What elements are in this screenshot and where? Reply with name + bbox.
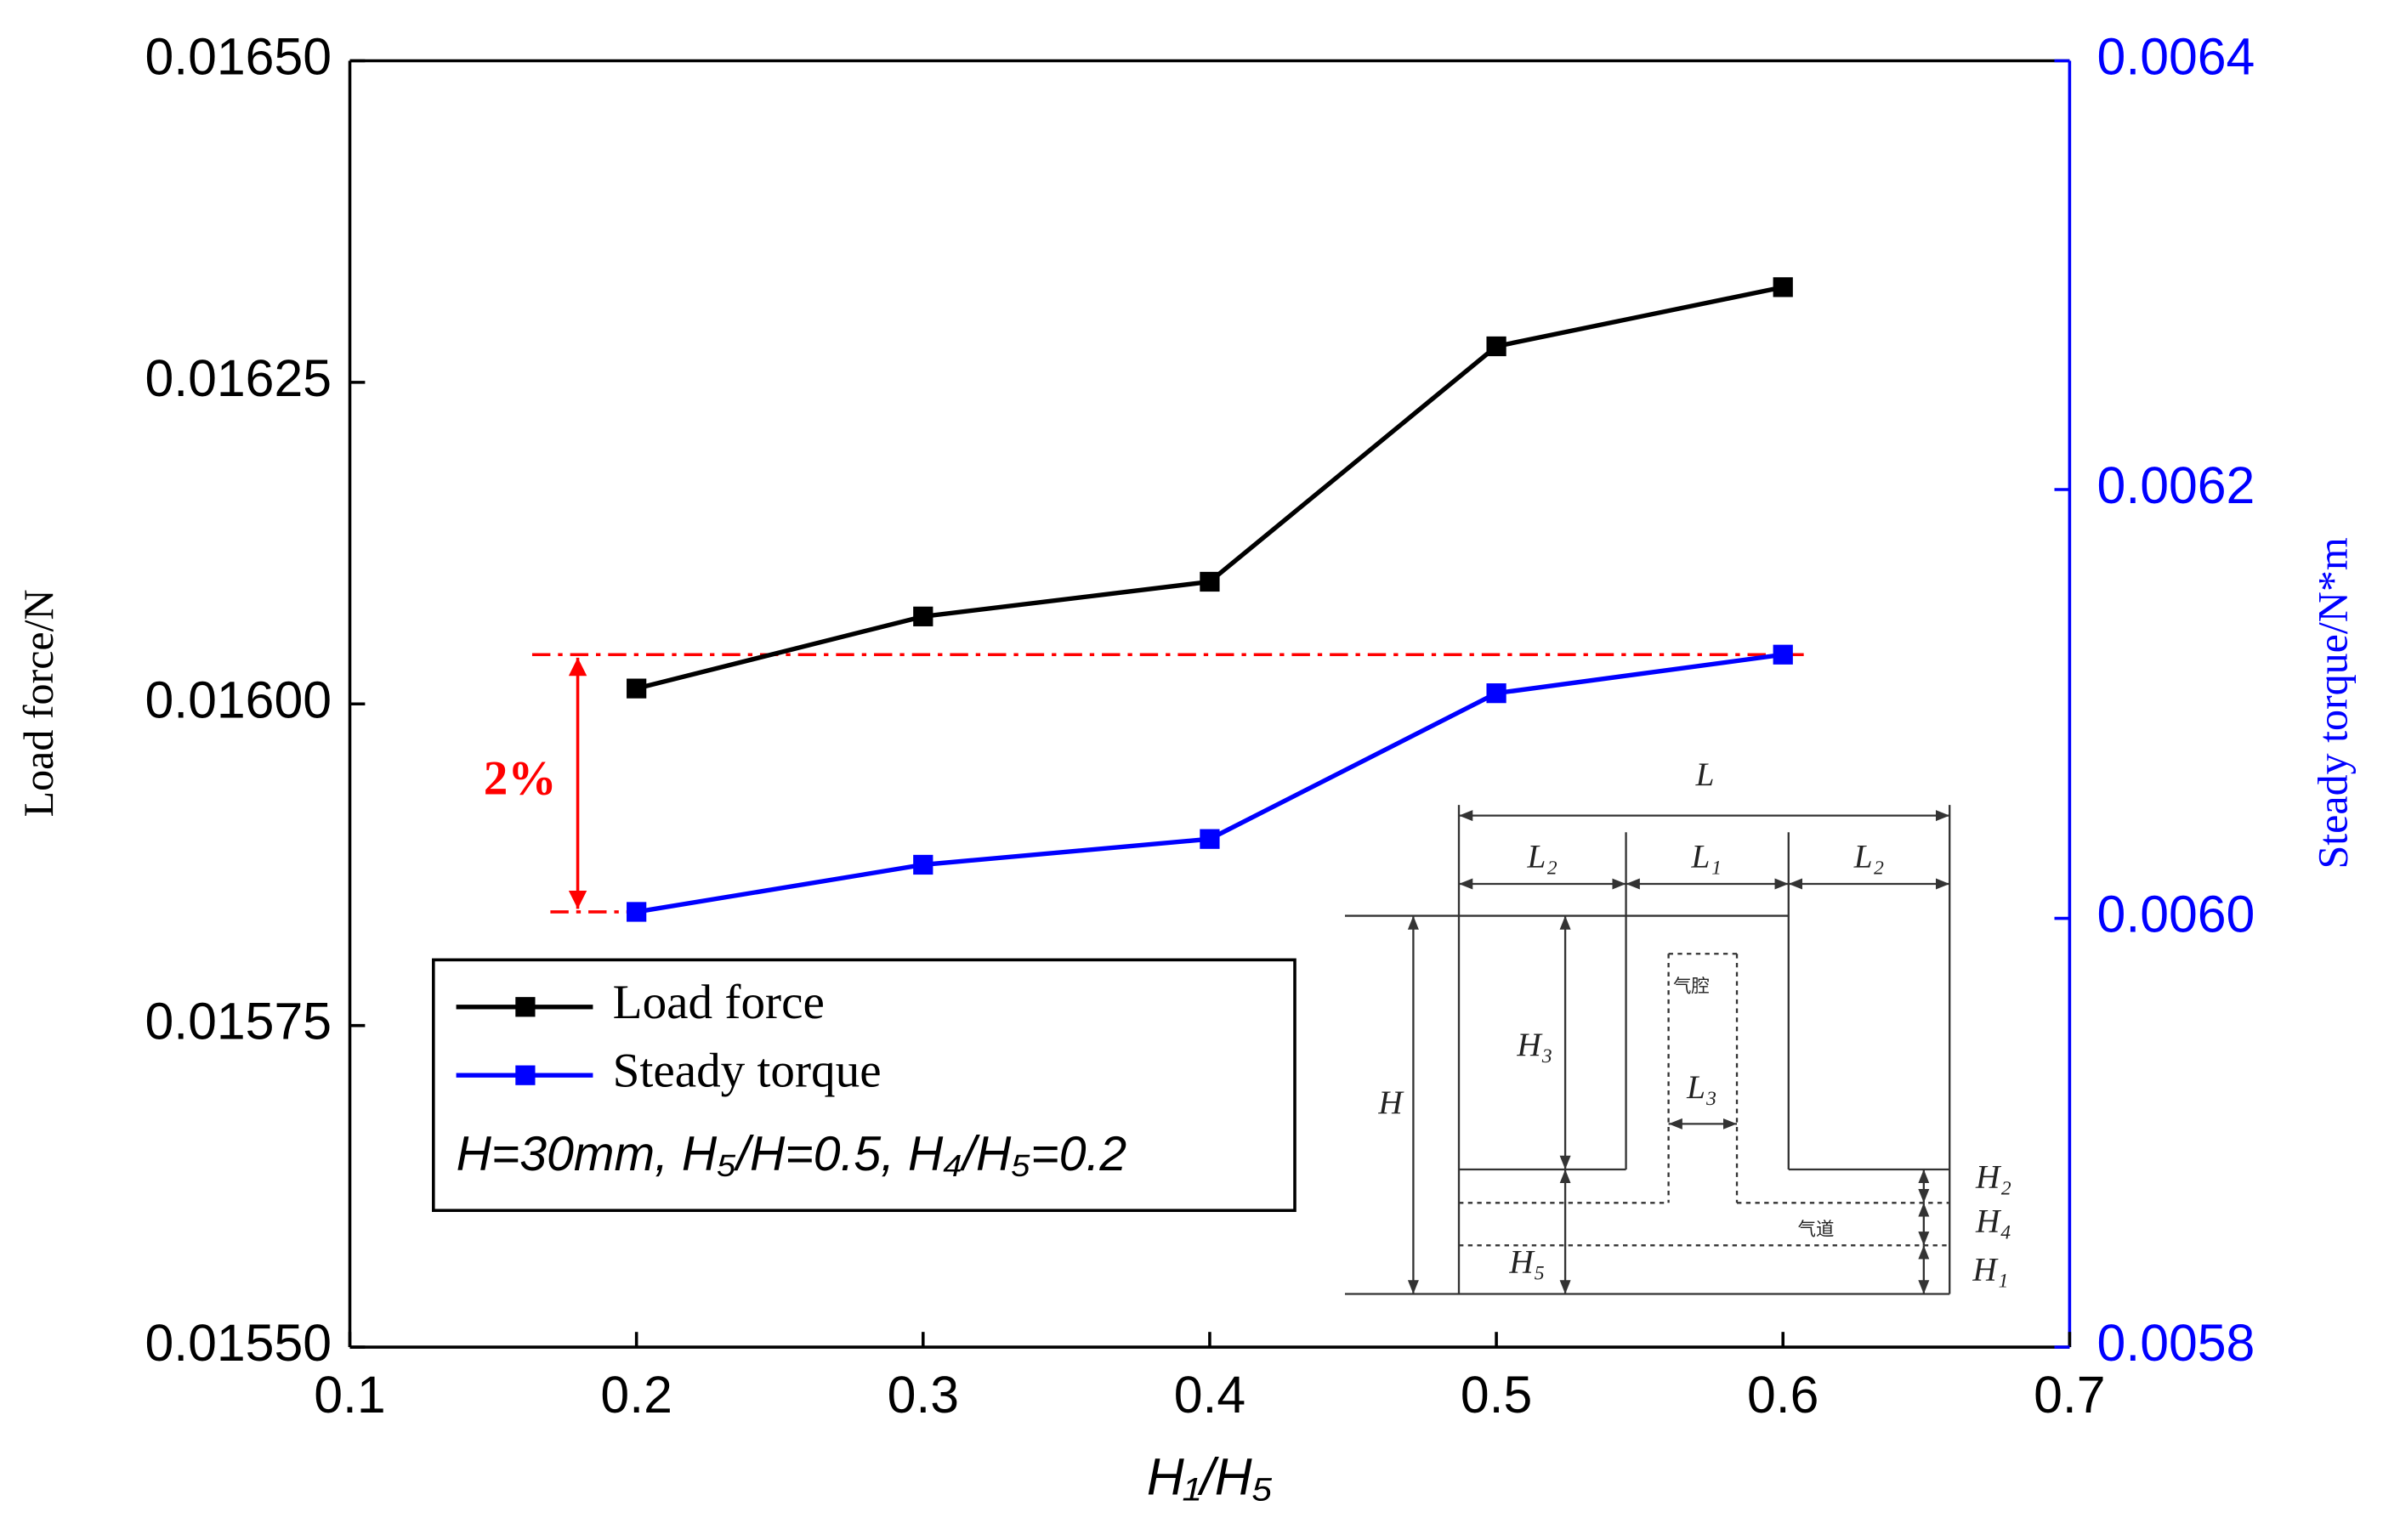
point (913, 854, 933, 875)
legend-marker (515, 997, 536, 1017)
inset-label: 气道 (1798, 1219, 1835, 1240)
y2-tick-label: 0.0058 (2097, 1314, 2255, 1372)
inset-label: H₁ (1972, 1251, 2008, 1288)
y-axis-label: Load force/N (14, 589, 62, 817)
inset-label: H₄ (1975, 1202, 2011, 1239)
x-tick-label: 0.4 (1174, 1366, 1245, 1424)
x-tick-label: 0.2 (600, 1366, 672, 1424)
y2-tick-label: 0.0062 (2097, 456, 2255, 514)
point (1773, 644, 1793, 665)
legend: Load force Steady torque H=30mm, H₅/H=0.5,… (432, 958, 1296, 1213)
legend-marker (515, 1065, 536, 1085)
point (627, 902, 647, 922)
legend-note: H=30mm, H₅/H=0.5, H₄/H₅=0.2 (457, 1127, 1127, 1181)
inset-diagram: L L₂ L₁ L₂ H₃ L₃ H H₂ H₄ H₁ H₅ 气腔 气道 (1344, 756, 2011, 1295)
inset-label: 气腔 (1673, 977, 1710, 998)
y-tick-label: 0.01625 (145, 349, 332, 407)
point (1200, 829, 1220, 849)
y-tick-label: 0.01575 (145, 993, 332, 1050)
x-tick-label: 0.6 (1747, 1366, 1818, 1424)
annotation: 2% (484, 752, 557, 806)
inset-label: H₅ (1508, 1243, 1545, 1281)
series-line (636, 652, 1784, 914)
inset-label: L₁ (1691, 837, 1722, 875)
inset-label: H₃ (1516, 1026, 1552, 1063)
inset-label: L₂ (1527, 837, 1558, 875)
legend-label: Load force (613, 976, 825, 1029)
point (1486, 683, 1506, 704)
x-axis-label: H₁/H₅ (1147, 1447, 1273, 1505)
y-tick-label: 0.01600 (145, 671, 332, 728)
x-tick-label: 0.7 (2034, 1366, 2105, 1424)
x-tick-label: 0.1 (314, 1366, 385, 1424)
inset-label: H₂ (1975, 1158, 2011, 1196)
x-tick-label: 0.5 (1461, 1366, 1532, 1424)
y-tick-label: 0.01550 (145, 1314, 332, 1372)
y2-tick-label: 0.0064 (2097, 28, 2255, 86)
inset-label: H (1377, 1084, 1404, 1121)
series-line (636, 285, 1784, 691)
point (1200, 571, 1220, 592)
legend-label: Steady torque (613, 1044, 882, 1097)
point (1773, 277, 1793, 297)
inset-label: L (1695, 756, 1715, 793)
y-tick-label: 0.01650 (145, 28, 332, 86)
y2-axis-label: Steady torque/N*m (2308, 537, 2356, 869)
y2-tick-label: 0.0060 (2097, 886, 2255, 943)
point (1486, 336, 1506, 357)
point (627, 678, 647, 699)
inset-label: L₂ (1853, 837, 1885, 875)
inset-label: L₃ (1686, 1068, 1717, 1106)
point (913, 606, 933, 626)
x-tick-label: 0.3 (888, 1366, 959, 1424)
legend-box (432, 958, 1296, 1213)
